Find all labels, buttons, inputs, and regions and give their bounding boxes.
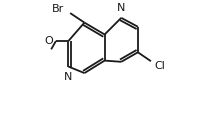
Text: N: N [64, 72, 73, 82]
Text: N: N [117, 3, 125, 12]
Text: Cl: Cl [154, 61, 165, 71]
Text: Br: Br [51, 4, 64, 14]
Text: O: O [45, 36, 54, 46]
